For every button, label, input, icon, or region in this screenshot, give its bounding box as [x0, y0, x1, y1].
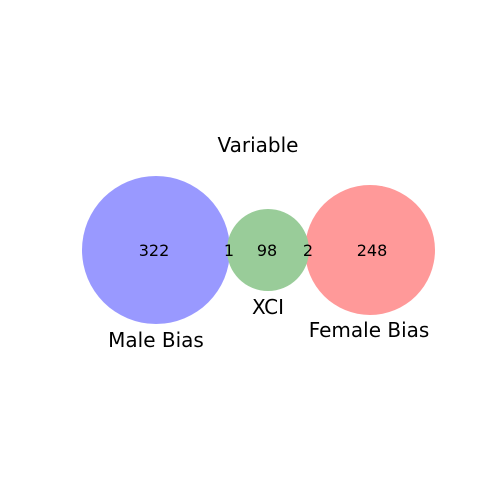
count-male-xci: 1: [224, 241, 234, 260]
male-bias-circle: [82, 176, 230, 324]
xci-circle: [227, 209, 309, 291]
diagram-title: Variable: [218, 133, 299, 157]
count-male-only: 322: [139, 241, 170, 260]
xci-label: XCI: [252, 295, 284, 319]
male-bias-label: Male Bias: [108, 328, 204, 352]
count-xci-only: 98: [257, 241, 277, 260]
count-female-only: 248: [357, 241, 388, 260]
female-bias-label: Female Bias: [309, 318, 430, 342]
count-xci-female: 2: [303, 241, 313, 260]
female-bias-circle: [305, 185, 435, 315]
